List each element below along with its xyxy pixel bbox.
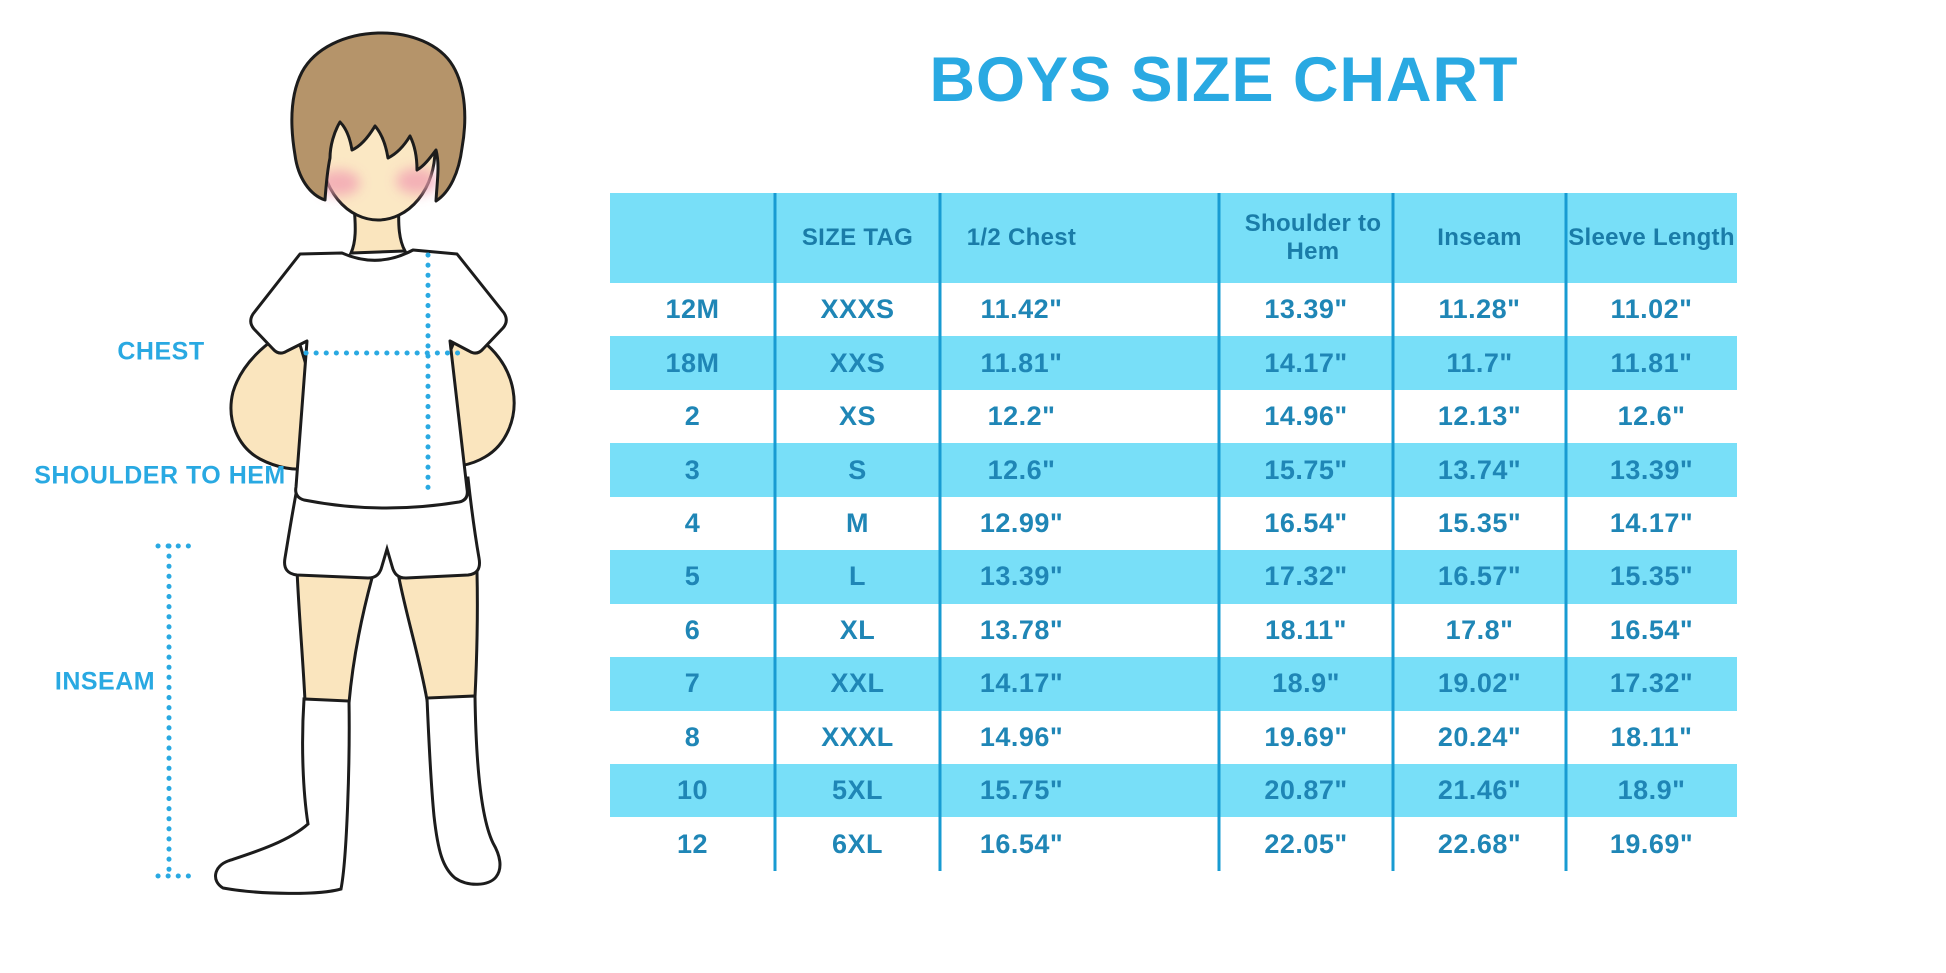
header-cell: Inseam [1393,193,1566,283]
column-separator [773,193,777,871]
measurement-cell: 16.54" [1264,507,1348,538]
measurement-cell: 11.7" [1393,336,1566,390]
size-label-cell: 12 [676,828,709,859]
measurement-cell: 20.87" [1219,763,1393,818]
measurement-cell: 12.99" [979,507,1064,538]
measurement-cell: 11.28" [1438,294,1521,325]
size-tag-cell: 6XL [831,828,884,859]
measurement-cell: 19.69" [1264,721,1348,752]
size-label-cell: 18M [610,336,775,390]
inseam-label: INSEAM [54,667,156,696]
size-tag-cell: XXXL [821,721,894,752]
right-cheek [396,168,438,194]
measurement-cell: 12.2" [987,401,1056,432]
size-label-cell: 3 [610,443,775,497]
measurement-cell: 13.78" [979,614,1064,645]
size-table: SIZE TAG 1/2 Chest Shoulder to Hem Inseam Sl… [610,193,1737,871]
measurement-cell: 20.24" [1437,721,1522,752]
measurement-cell: 12.13" [1437,401,1522,432]
measurement-cell: 16.54" [1609,614,1694,645]
measurement-cell: 12.6" [1617,401,1686,432]
measurement-cell: 14.96" [1264,401,1348,432]
size-label-cell: 12M [665,294,720,325]
measurement-cell: 14.96" [979,721,1064,752]
size-tag-cell: L [775,550,940,604]
measurement-cell: 18.11" [1265,614,1347,645]
hair [290,31,467,203]
measurement-cell: 11.02" [1610,294,1693,325]
header-cell: SIZE TAG [775,193,940,283]
size-label-cell: 5 [610,550,775,604]
size-tag-cell: XL [839,614,876,645]
measurement-cell: 18.11" [1610,721,1693,752]
measurement-cell: 11.81" [1566,336,1737,390]
size-label-cell: 7 [610,657,775,711]
left-sock [214,697,351,895]
left-leg [295,568,374,705]
measurement-cell: 14.17" [940,657,1219,711]
measurement-cell: 14.17" [1219,336,1393,390]
measurement-cell: 15.35" [1566,550,1737,604]
header-cell: Shoulder to Hem [1219,193,1393,283]
measurement-cell: 13.39" [940,550,1219,604]
measurement-cell: 13.39" [1264,294,1348,325]
column-separator [1391,193,1395,871]
size-tag-cell: XXL [775,657,940,711]
measurement-cell: 17.32" [1566,657,1737,711]
size-label-cell: 10 [610,763,775,818]
measurement-cell: 21.46" [1393,763,1566,818]
size-label-cell: 2 [684,401,701,432]
measurement-cell: 18.9" [1219,657,1393,711]
column-separator [1564,193,1568,871]
left-arm [229,325,311,471]
measurement-guides [155,252,469,879]
measurement-cell: 16.57" [1393,550,1566,604]
size-label-cell: 4 [684,507,701,538]
size-tag-cell: XXXS [820,294,895,325]
measurement-cell: 14.17" [1609,507,1694,538]
measurement-cell: 15.75" [1219,443,1393,497]
measurement-cell: 13.74" [1393,443,1566,497]
header-cell: 1/2 Chest [940,193,1219,283]
t-shirt [249,248,508,510]
measurement-cell: 17.8" [1445,614,1514,645]
size-tag-cell: M [846,507,869,538]
size-tag-cell: S [775,443,940,497]
size-label-cell: 8 [684,721,701,752]
size-tag-cell: XS [838,401,877,432]
column-separator [1217,193,1221,871]
measurement-cell: 12.6" [940,443,1219,497]
chest-label: CHEST [117,337,205,366]
measurement-cell: 19.02" [1393,657,1566,711]
measurement-cell: 13.39" [1566,443,1737,497]
right-sock [425,694,502,886]
measurement-cell: 15.75" [940,763,1219,818]
shoulder-to-hem-label: SHOULDER TO HEM [34,461,286,490]
measurement-cell: 19.69" [1609,828,1694,859]
header-cell: Sleeve Length [1566,193,1737,283]
measurement-cell: 11.42" [980,294,1063,325]
column-separator [938,193,942,871]
measurement-cell: 16.54" [979,828,1064,859]
measurement-cell: 22.05" [1264,828,1348,859]
right-leg [397,570,479,702]
measurement-cell: 15.35" [1437,507,1522,538]
header-cell [610,193,775,283]
measurement-cell: 18.9" [1566,763,1737,818]
measurement-cell: 11.81" [940,336,1219,390]
measurement-cell: 22.68" [1437,828,1522,859]
boy-illustration [155,31,516,895]
size-tag-cell: XXS [775,336,940,390]
measurement-cell: 17.32" [1219,550,1393,604]
size-label-cell: 6 [684,614,701,645]
page-title: BOYS SIZE CHART [929,45,1519,115]
size-tag-cell: 5XL [775,763,940,818]
